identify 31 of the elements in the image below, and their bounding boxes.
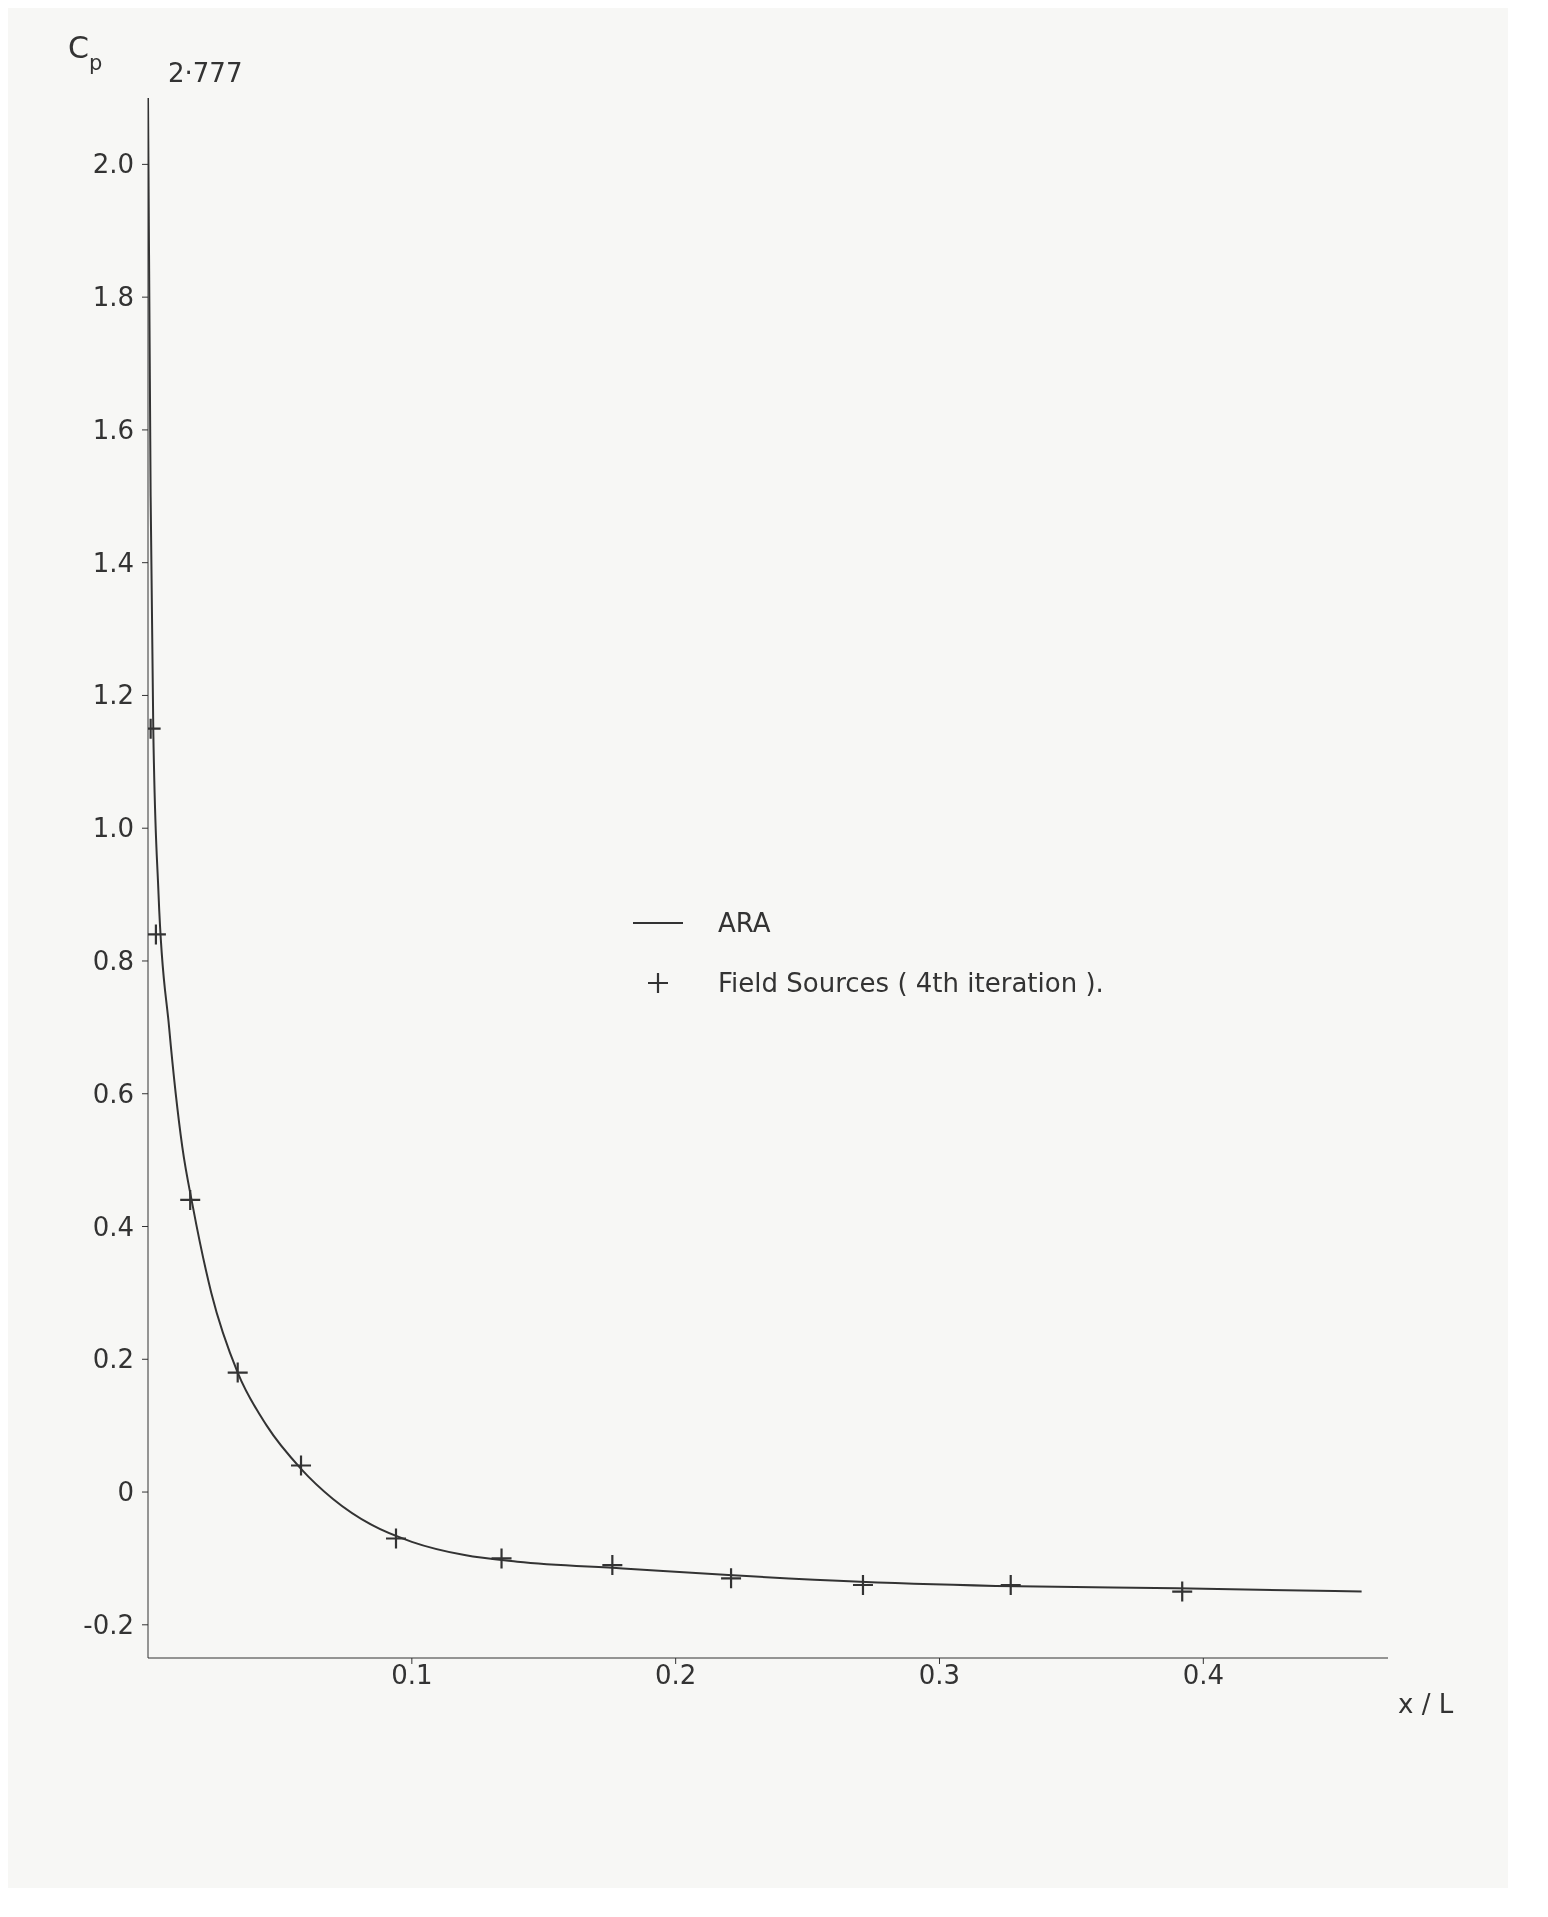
point [999,1573,1022,1597]
point [490,1547,513,1570]
x-tick-label: 0.4 [1182,1660,1224,1691]
y-tick-label: -0.2 [83,1609,134,1640]
point [384,1527,408,1550]
y-tick-label: 0.4 [92,1211,134,1242]
y-tick-label: 1.6 [92,414,134,445]
legend-label: ARA [718,908,771,938]
y-tick-label: 0.6 [92,1078,134,1109]
point [601,1553,624,1577]
y-tick-label: 1.8 [92,282,134,313]
y-tick-label: 1.0 [92,813,134,844]
y-tick-label: 1.2 [92,680,134,711]
point [179,1188,202,1212]
text: 2·777 [168,58,243,88]
y-axis-title: C$_{p}$ [68,30,103,75]
point [851,1573,875,1597]
x-tick-label: 0.3 [918,1660,961,1691]
x-tick-label: 0.1 [391,1660,433,1691]
legend-label: Field Sources ( 4th iteration ). [718,968,1104,998]
x-axis-title: x / L [1398,1689,1454,1719]
point [719,1567,743,1590]
y-tick-label: 0.8 [92,945,134,976]
y-tick-label: 0 [117,1477,134,1508]
point [1171,1580,1194,1603]
y-tick-label: 0.2 [92,1344,134,1375]
point [289,1454,313,1477]
x-tick-label: 0.2 [654,1660,697,1691]
y-tick-label: 1.4 [92,547,134,578]
y-tick-label: 2.0 [92,149,134,180]
point [226,1361,249,1384]
